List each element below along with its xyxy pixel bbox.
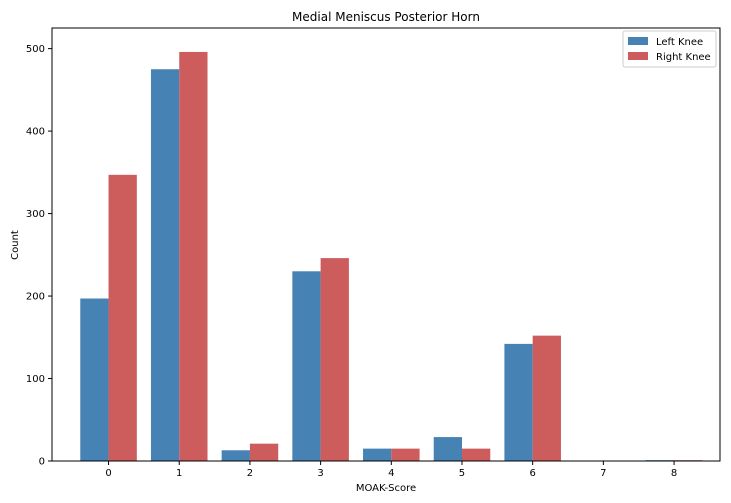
y-tick-label: 200 <box>26 292 45 303</box>
y-tick-label: 100 <box>26 374 45 385</box>
axes-group: 0 100 200 300 400 500 0 1 2 3 4 5 6 7 8 <box>26 27 721 479</box>
bar-left-knee-1 <box>150 69 180 462</box>
bar-left-knee-3 <box>292 271 321 461</box>
y-tick-label: 400 <box>26 127 45 138</box>
bar-left-knee-5 <box>433 437 462 461</box>
y-tick-label: 500 <box>26 44 45 55</box>
legend: Left Knee Right Knee <box>622 30 717 68</box>
x-tick-label: 3 <box>317 468 323 479</box>
chart-title: Medial Meniscus Posterior Horn <box>292 10 480 24</box>
y-axis-label: Count <box>10 230 21 260</box>
bar-right-knee-5 <box>461 448 491 461</box>
x-tick-label: 5 <box>459 468 465 479</box>
bar-left-knee-6 <box>504 343 533 461</box>
x-tick-label: 6 <box>529 468 535 479</box>
bar-right-knee-4 <box>391 448 420 461</box>
bar-right-knee-2 <box>249 443 279 461</box>
x-tick-label: 8 <box>671 468 677 479</box>
legend-swatch <box>628 52 648 60</box>
plot-frame <box>51 27 721 462</box>
x-tick-label: 0 <box>105 468 111 479</box>
x-tick-label: 1 <box>176 468 182 479</box>
legend-label: Right Knee <box>656 52 711 63</box>
x-tick-label: 7 <box>600 468 606 479</box>
bar-right-knee-0 <box>108 174 137 461</box>
x-axis-label: MOAK-Score <box>356 483 416 494</box>
bar-right-knee-1 <box>179 51 208 462</box>
x-tick-label: 2 <box>247 468 253 479</box>
bar-left-knee-4 <box>363 448 392 461</box>
bar-right-knee-3 <box>320 258 349 461</box>
legend-label: Left Knee <box>656 37 703 48</box>
bar-left-knee-2 <box>221 450 250 461</box>
legend-swatch <box>628 37 648 45</box>
y-tick-label: 0 <box>39 457 45 468</box>
x-tick-label: 4 <box>388 468 394 479</box>
bars-group <box>80 51 703 462</box>
bar-right-knee-6 <box>532 335 561 461</box>
bar-left-knee-0 <box>80 298 109 461</box>
y-tick-label: 300 <box>26 209 45 220</box>
